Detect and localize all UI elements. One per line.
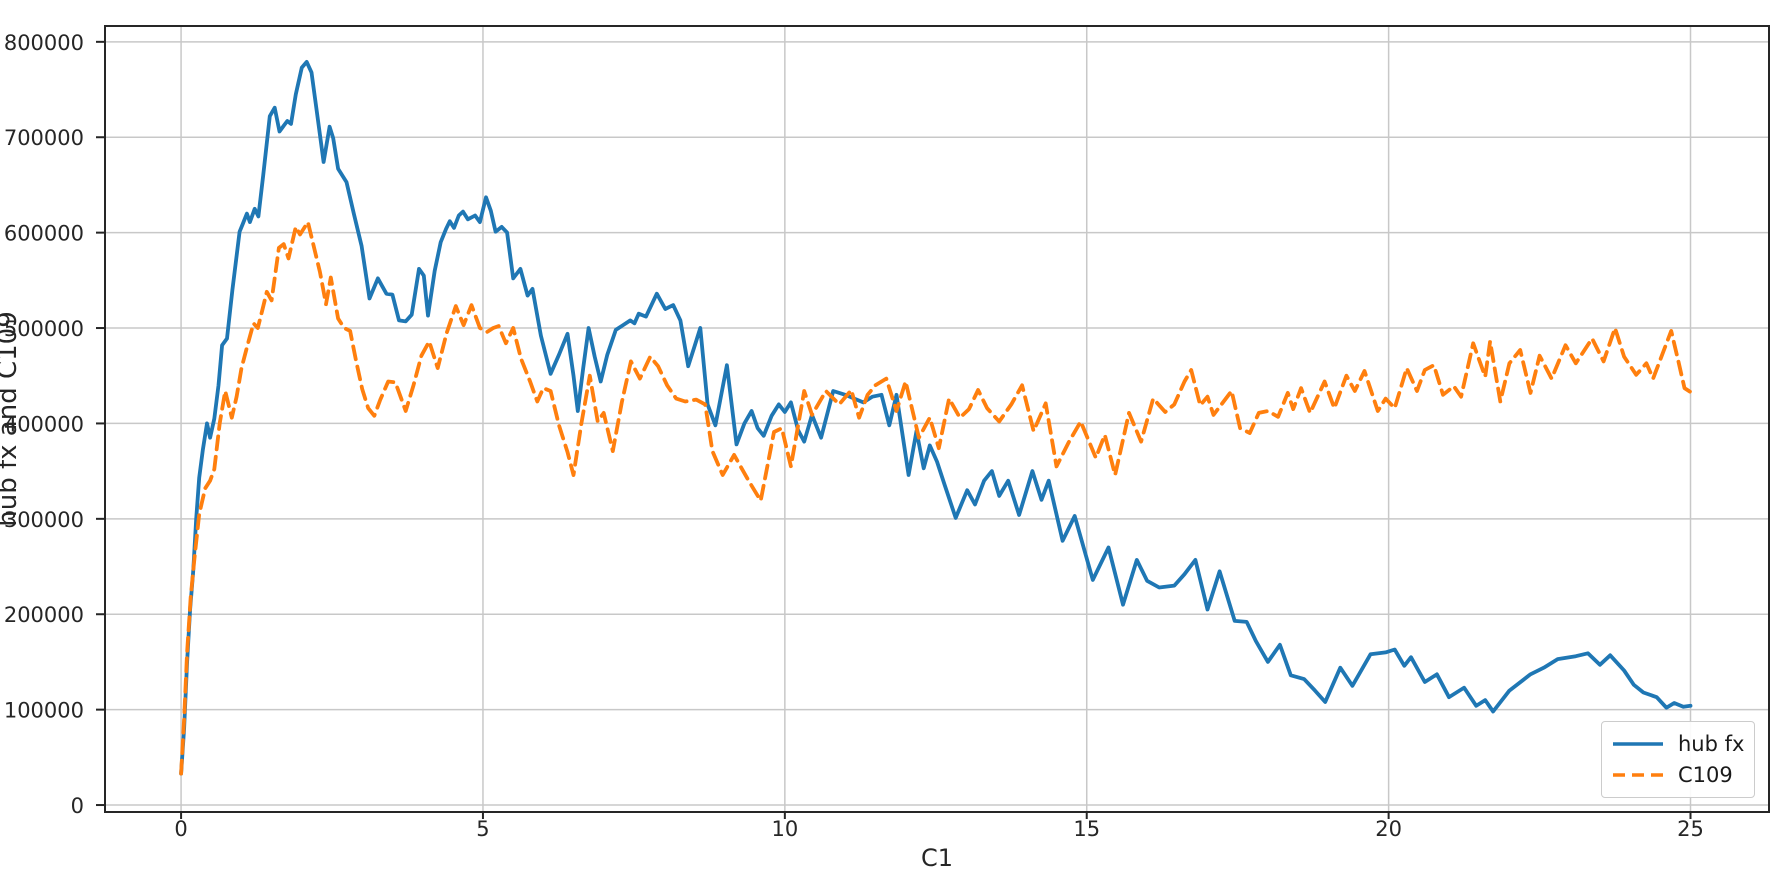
y-tick-label: 800000 [4, 31, 84, 55]
tick-layer: 0 5 10 15 20 25 0 100000 200000 300000 400000 50000… [4, 31, 1704, 841]
y-tick-label: 300000 [4, 508, 84, 532]
y-tick-label: 0 [71, 794, 84, 818]
x-tick-label: 5 [476, 817, 489, 841]
legend-line-sample-c109 [1613, 773, 1663, 778]
y-tick-label: 600000 [4, 222, 84, 246]
grid-layer [105, 26, 1769, 812]
series-line-hub-fx [179, 60, 1693, 776]
x-tick-label: 15 [1073, 817, 1100, 841]
x-tick-label: 0 [174, 817, 187, 841]
legend-label-c109: C109 [1678, 763, 1733, 788]
legend-entry-c109: C109 [1612, 763, 1748, 787]
series-layer [179, 60, 1693, 776]
legend-label-hub-fx: hub fx [1678, 731, 1745, 756]
legend: hub fx C109 [1601, 721, 1755, 798]
y-tick-label: 400000 [4, 412, 84, 436]
y-tick-label: 200000 [4, 603, 84, 627]
legend-entry-hub-fx: hub fx [1612, 732, 1748, 756]
x-tick-label: 25 [1677, 817, 1704, 841]
series-line-c109 [179, 220, 1693, 776]
y-tick-label: 100000 [4, 699, 84, 723]
plot-frame [104, 25, 1770, 813]
x-axis-label: C1 [921, 844, 953, 872]
x-tick-label: 10 [771, 817, 798, 841]
legend-line-sample-hub-fx [1613, 741, 1663, 746]
y-tick-label: 700000 [4, 126, 84, 150]
y-axis-label: hub fx and C109 [0, 311, 23, 527]
x-tick-label: 20 [1375, 817, 1402, 841]
y-tick-label: 500000 [4, 317, 84, 341]
